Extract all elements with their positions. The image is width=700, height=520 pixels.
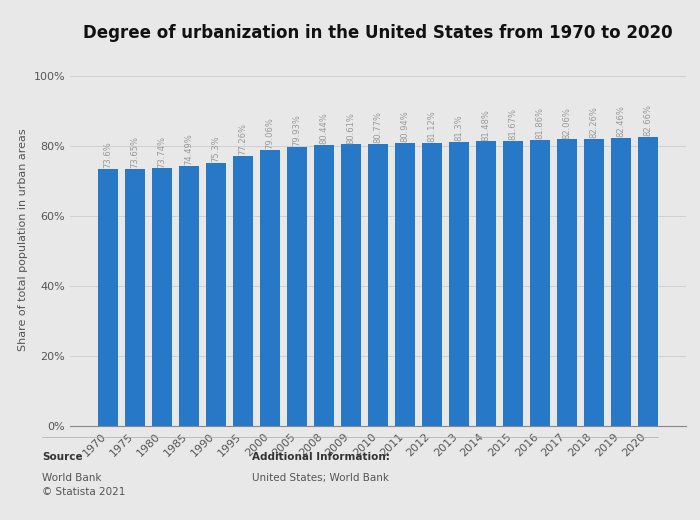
- Bar: [422, 142, 442, 426]
- Bar: [125, 168, 145, 426]
- Bar: [611, 138, 631, 426]
- Bar: [152, 168, 172, 426]
- Bar: [476, 141, 496, 426]
- Bar: [98, 169, 118, 426]
- Text: 73.6%: 73.6%: [104, 141, 113, 168]
- Text: 79.06%: 79.06%: [265, 117, 274, 149]
- Bar: [341, 145, 361, 426]
- Bar: [179, 166, 200, 426]
- Text: 80.44%: 80.44%: [319, 112, 328, 144]
- Text: 81.48%: 81.48%: [482, 109, 491, 140]
- Text: 79.93%: 79.93%: [293, 114, 302, 146]
- Bar: [449, 142, 469, 426]
- Text: 75.3%: 75.3%: [211, 136, 220, 162]
- Text: World Bank
© Statista 2021: World Bank © Statista 2021: [42, 473, 125, 497]
- Text: 80.61%: 80.61%: [346, 112, 356, 144]
- Text: 73.74%: 73.74%: [158, 136, 167, 167]
- Text: Additional Information:: Additional Information:: [252, 452, 390, 462]
- Text: 82.26%: 82.26%: [589, 106, 598, 138]
- Bar: [260, 150, 280, 426]
- Bar: [233, 156, 253, 426]
- Text: 81.12%: 81.12%: [428, 110, 437, 142]
- Bar: [503, 140, 523, 426]
- Text: 81.86%: 81.86%: [536, 107, 545, 139]
- Title: Degree of urbanization in the United States from 1970 to 2020: Degree of urbanization in the United Sta…: [83, 24, 673, 42]
- Bar: [368, 144, 388, 426]
- Text: 73.65%: 73.65%: [131, 136, 139, 168]
- Text: 80.77%: 80.77%: [374, 111, 382, 143]
- Bar: [314, 145, 334, 426]
- Bar: [530, 140, 550, 426]
- Text: 80.94%: 80.94%: [400, 111, 410, 142]
- Text: Source: Source: [42, 452, 83, 462]
- Text: 82.66%: 82.66%: [643, 105, 652, 136]
- Text: United States; World Bank: United States; World Bank: [252, 473, 389, 483]
- Bar: [638, 137, 658, 426]
- Y-axis label: Share of total population in urban areas: Share of total population in urban areas: [18, 128, 28, 350]
- Bar: [584, 138, 604, 426]
- Text: 82.46%: 82.46%: [617, 105, 625, 137]
- Bar: [287, 147, 307, 426]
- Bar: [206, 163, 226, 426]
- Bar: [556, 139, 577, 426]
- Text: 74.49%: 74.49%: [185, 133, 194, 165]
- Text: 81.67%: 81.67%: [508, 108, 517, 140]
- Text: 82.06%: 82.06%: [562, 107, 571, 138]
- Bar: [395, 143, 415, 426]
- Text: 77.26%: 77.26%: [239, 123, 248, 155]
- Text: 81.3%: 81.3%: [454, 114, 463, 141]
